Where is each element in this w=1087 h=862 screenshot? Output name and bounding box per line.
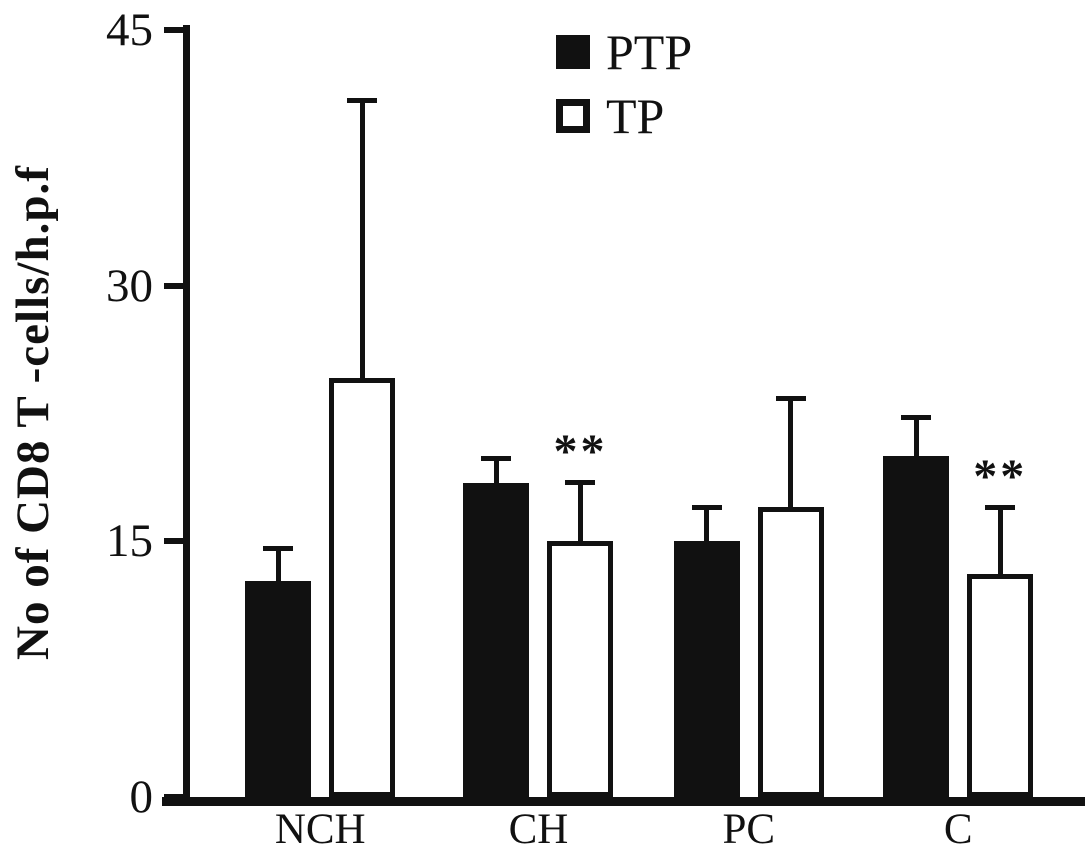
error-bar-cap	[481, 455, 512, 461]
y-tick-mark	[164, 538, 183, 545]
y-tick-label: 30	[106, 259, 153, 312]
y-tick-label: 0	[129, 771, 154, 823]
x-axis-line	[162, 797, 1085, 806]
significance-marker: **	[973, 450, 1028, 504]
error-bar-line	[704, 507, 710, 542]
legend-swatch-filled-icon	[556, 35, 590, 69]
y-tick-mark	[164, 27, 183, 33]
bar-tp-nch	[329, 377, 396, 797]
y-tick-mark	[164, 794, 183, 800]
legend-label-ptp: PTP	[606, 24, 693, 80]
error-bar-line	[913, 416, 919, 457]
error-bar-line	[275, 548, 281, 581]
error-bar-cap	[347, 97, 378, 103]
bar-ptp-pc	[673, 541, 740, 797]
error-bar-line	[493, 457, 499, 484]
legend-swatch-open-icon	[556, 99, 590, 133]
legend-item-ptp: PTP	[556, 20, 692, 84]
error-bar-line	[577, 481, 583, 542]
legend: PTP TP	[556, 20, 692, 148]
error-bar-line	[788, 398, 794, 508]
x-category-label: C	[943, 806, 973, 853]
y-tick-label: 45	[106, 4, 153, 56]
bar-tp-c	[967, 573, 1034, 797]
y-tick-label: 15	[106, 515, 153, 568]
legend-item-tp: TP	[556, 84, 692, 148]
error-bar-line	[359, 99, 365, 378]
y-axis-line	[183, 25, 190, 806]
bar-tp-ch	[547, 541, 614, 797]
y-axis-title: No of CD8 T -cells/h.p.f	[7, 165, 59, 661]
error-bar-cap	[775, 396, 806, 402]
error-bar-cap	[691, 505, 722, 511]
error-bar-cap	[565, 479, 596, 485]
y-tick-mark	[164, 282, 183, 289]
error-bar-cap	[985, 505, 1016, 511]
error-bar-cap	[901, 414, 932, 420]
bar-ptp-c	[883, 456, 950, 797]
bar-tp-pc	[757, 507, 824, 797]
bar-ptp-nch	[245, 580, 312, 797]
error-bar-line	[997, 507, 1003, 574]
error-bar-cap	[263, 546, 294, 552]
x-category-label: PC	[722, 806, 776, 853]
legend-label-tp: TP	[606, 88, 665, 144]
significance-marker: **	[553, 424, 608, 478]
x-category-label: NCH	[274, 806, 366, 853]
plot-area: 0 15 30 45 NCH CH PC C ** **	[106, 4, 1085, 853]
bar-ptp-ch	[463, 483, 530, 797]
x-category-label: CH	[508, 806, 569, 853]
